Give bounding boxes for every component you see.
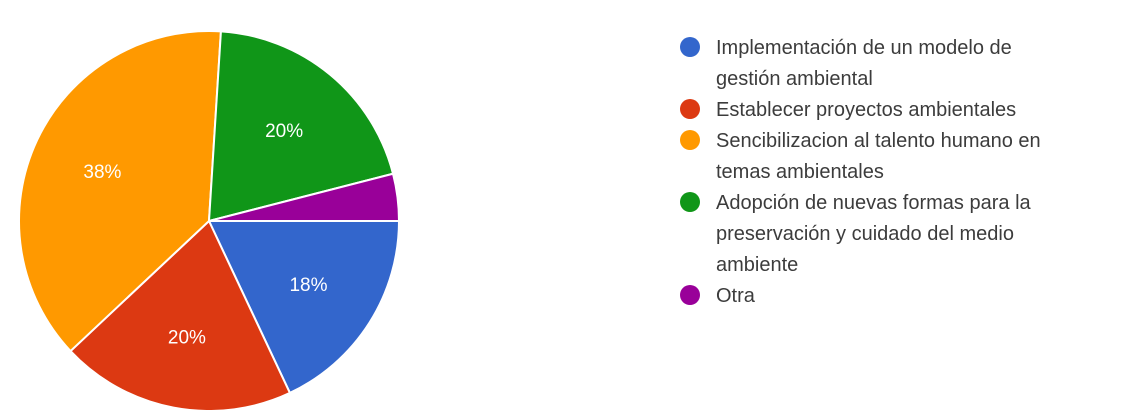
slice-percent-label-4: 20% [265,121,303,142]
pie-slice-2 [69,219,292,410]
slice-percent-label-3: 38% [83,162,121,183]
legend-item-5: Otra [680,285,756,307]
legend-label-5-line-1: Otra [716,285,756,307]
legend-label-3-line-1: Sencibilizacion al talento humano en [716,130,1041,152]
legend-marker-3 [680,130,700,150]
pie-slice-4 [207,30,395,223]
slice-percent-label-1: 18% [289,275,327,296]
legend-label-2-line-1: Establecer proyectos ambientales [716,99,1016,121]
legend-label-4-line-1: Adopción de nuevas formas para la [716,192,1032,214]
pie-slice-1 [207,220,401,395]
pie-slice-5 [208,172,401,222]
slice-percent-label-2: 20% [168,328,206,349]
slice-labels: 18% 20% 38% 20% [83,121,327,348]
legend: Implementación de un modelo de gestión am… [680,37,1041,307]
legend-marker-1 [680,37,700,57]
legend-marker-2 [680,99,700,119]
legend-marker-5 [680,285,700,305]
legend-item-3: Sencibilizacion al talento humano en tema… [680,130,1041,183]
pie-slice-3 [18,30,222,353]
legend-label-4-line-2: preservación y cuidado del medio [716,223,1014,245]
legend-item-1: Implementación de un modelo de gestión am… [680,37,1012,90]
pie-slices [18,30,401,410]
legend-label-4-line-3: ambiente [716,254,798,276]
legend-label-1-line-2: gestión ambiental [716,68,873,90]
legend-item-4: Adopción de nuevas formas para la preserv… [680,192,1032,276]
legend-label-1-line-1: Implementación de un modelo de [716,37,1012,59]
legend-label-3-line-2: temas ambientales [716,161,884,183]
legend-marker-4 [680,192,700,212]
legend-item-2: Establecer proyectos ambientales [680,99,1016,121]
